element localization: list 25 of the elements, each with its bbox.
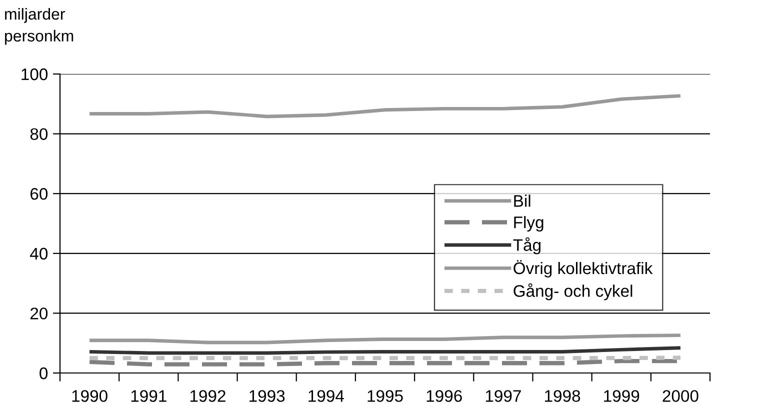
- legend-label: Tåg: [513, 237, 540, 254]
- x-tick-label: 2000: [662, 390, 698, 402]
- legend-label: Flyg: [514, 216, 544, 232]
- x-tick-label: 1991: [131, 390, 166, 402]
- x-tick-label: 1992: [190, 390, 226, 402]
- y-tick-label: 80: [30, 128, 48, 140]
- x-tick-label: 1994: [308, 390, 344, 402]
- line-series: [88, 334, 682, 344]
- x-tick-label: 1993: [250, 390, 285, 402]
- legend-label: Bil: [514, 194, 530, 207]
- y-tick-label: 100: [22, 68, 48, 80]
- x-tick-label: 1990: [72, 390, 108, 402]
- y-tick-label: 20: [30, 308, 48, 320]
- x-tick-label: 1995: [368, 390, 403, 402]
- legend-label: Gång- och cykel: [514, 283, 632, 300]
- y-tick-label: 0: [40, 367, 48, 380]
- y-axis-title: miljarder personkm: [5, 8, 74, 45]
- x-tick-label: 1998: [545, 390, 580, 402]
- y-tick-label: 40: [30, 248, 48, 260]
- x-tick-label: 1999: [604, 390, 640, 402]
- x-tick-label: 1997: [486, 390, 521, 402]
- legend-label: Övrig kollektivtrafik: [514, 260, 653, 278]
- y-tick-label: 60: [30, 188, 48, 200]
- x-tick-label: 1996: [426, 390, 462, 402]
- line-series: [88, 94, 682, 118]
